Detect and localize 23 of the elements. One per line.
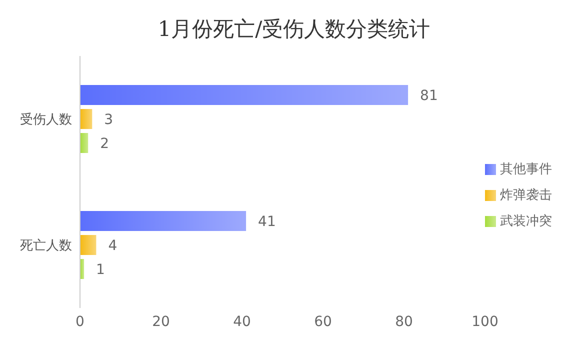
x-tick-label: 80	[395, 314, 413, 330]
x-tick-label: 100	[472, 314, 498, 330]
x-tick-label: 60	[314, 314, 332, 330]
legend-label: 其他事件	[500, 162, 552, 177]
legend-label: 炸弹袭击	[500, 188, 552, 203]
legend-label: 武装冲突	[500, 214, 552, 229]
bar	[80, 133, 88, 153]
data-label: 2	[100, 136, 110, 152]
x-tick-label: 20	[152, 314, 170, 330]
chart-title: 1月份死亡/受伤人数分类统计	[156, 16, 432, 43]
data-label: 41	[258, 214, 276, 230]
y-tick-label: 受伤人数	[20, 112, 72, 128]
data-label: 1	[96, 262, 105, 278]
bar	[80, 85, 408, 105]
x-tick-label: 40	[233, 314, 251, 330]
bar	[80, 235, 96, 255]
bar	[80, 211, 246, 231]
data-label: 4	[108, 238, 118, 254]
data-label: 81	[420, 88, 438, 104]
data-label: 3	[104, 112, 114, 128]
y-tick-label: 死亡人数	[20, 238, 72, 254]
bar	[80, 109, 92, 129]
x-tick-label: 0	[76, 314, 84, 330]
